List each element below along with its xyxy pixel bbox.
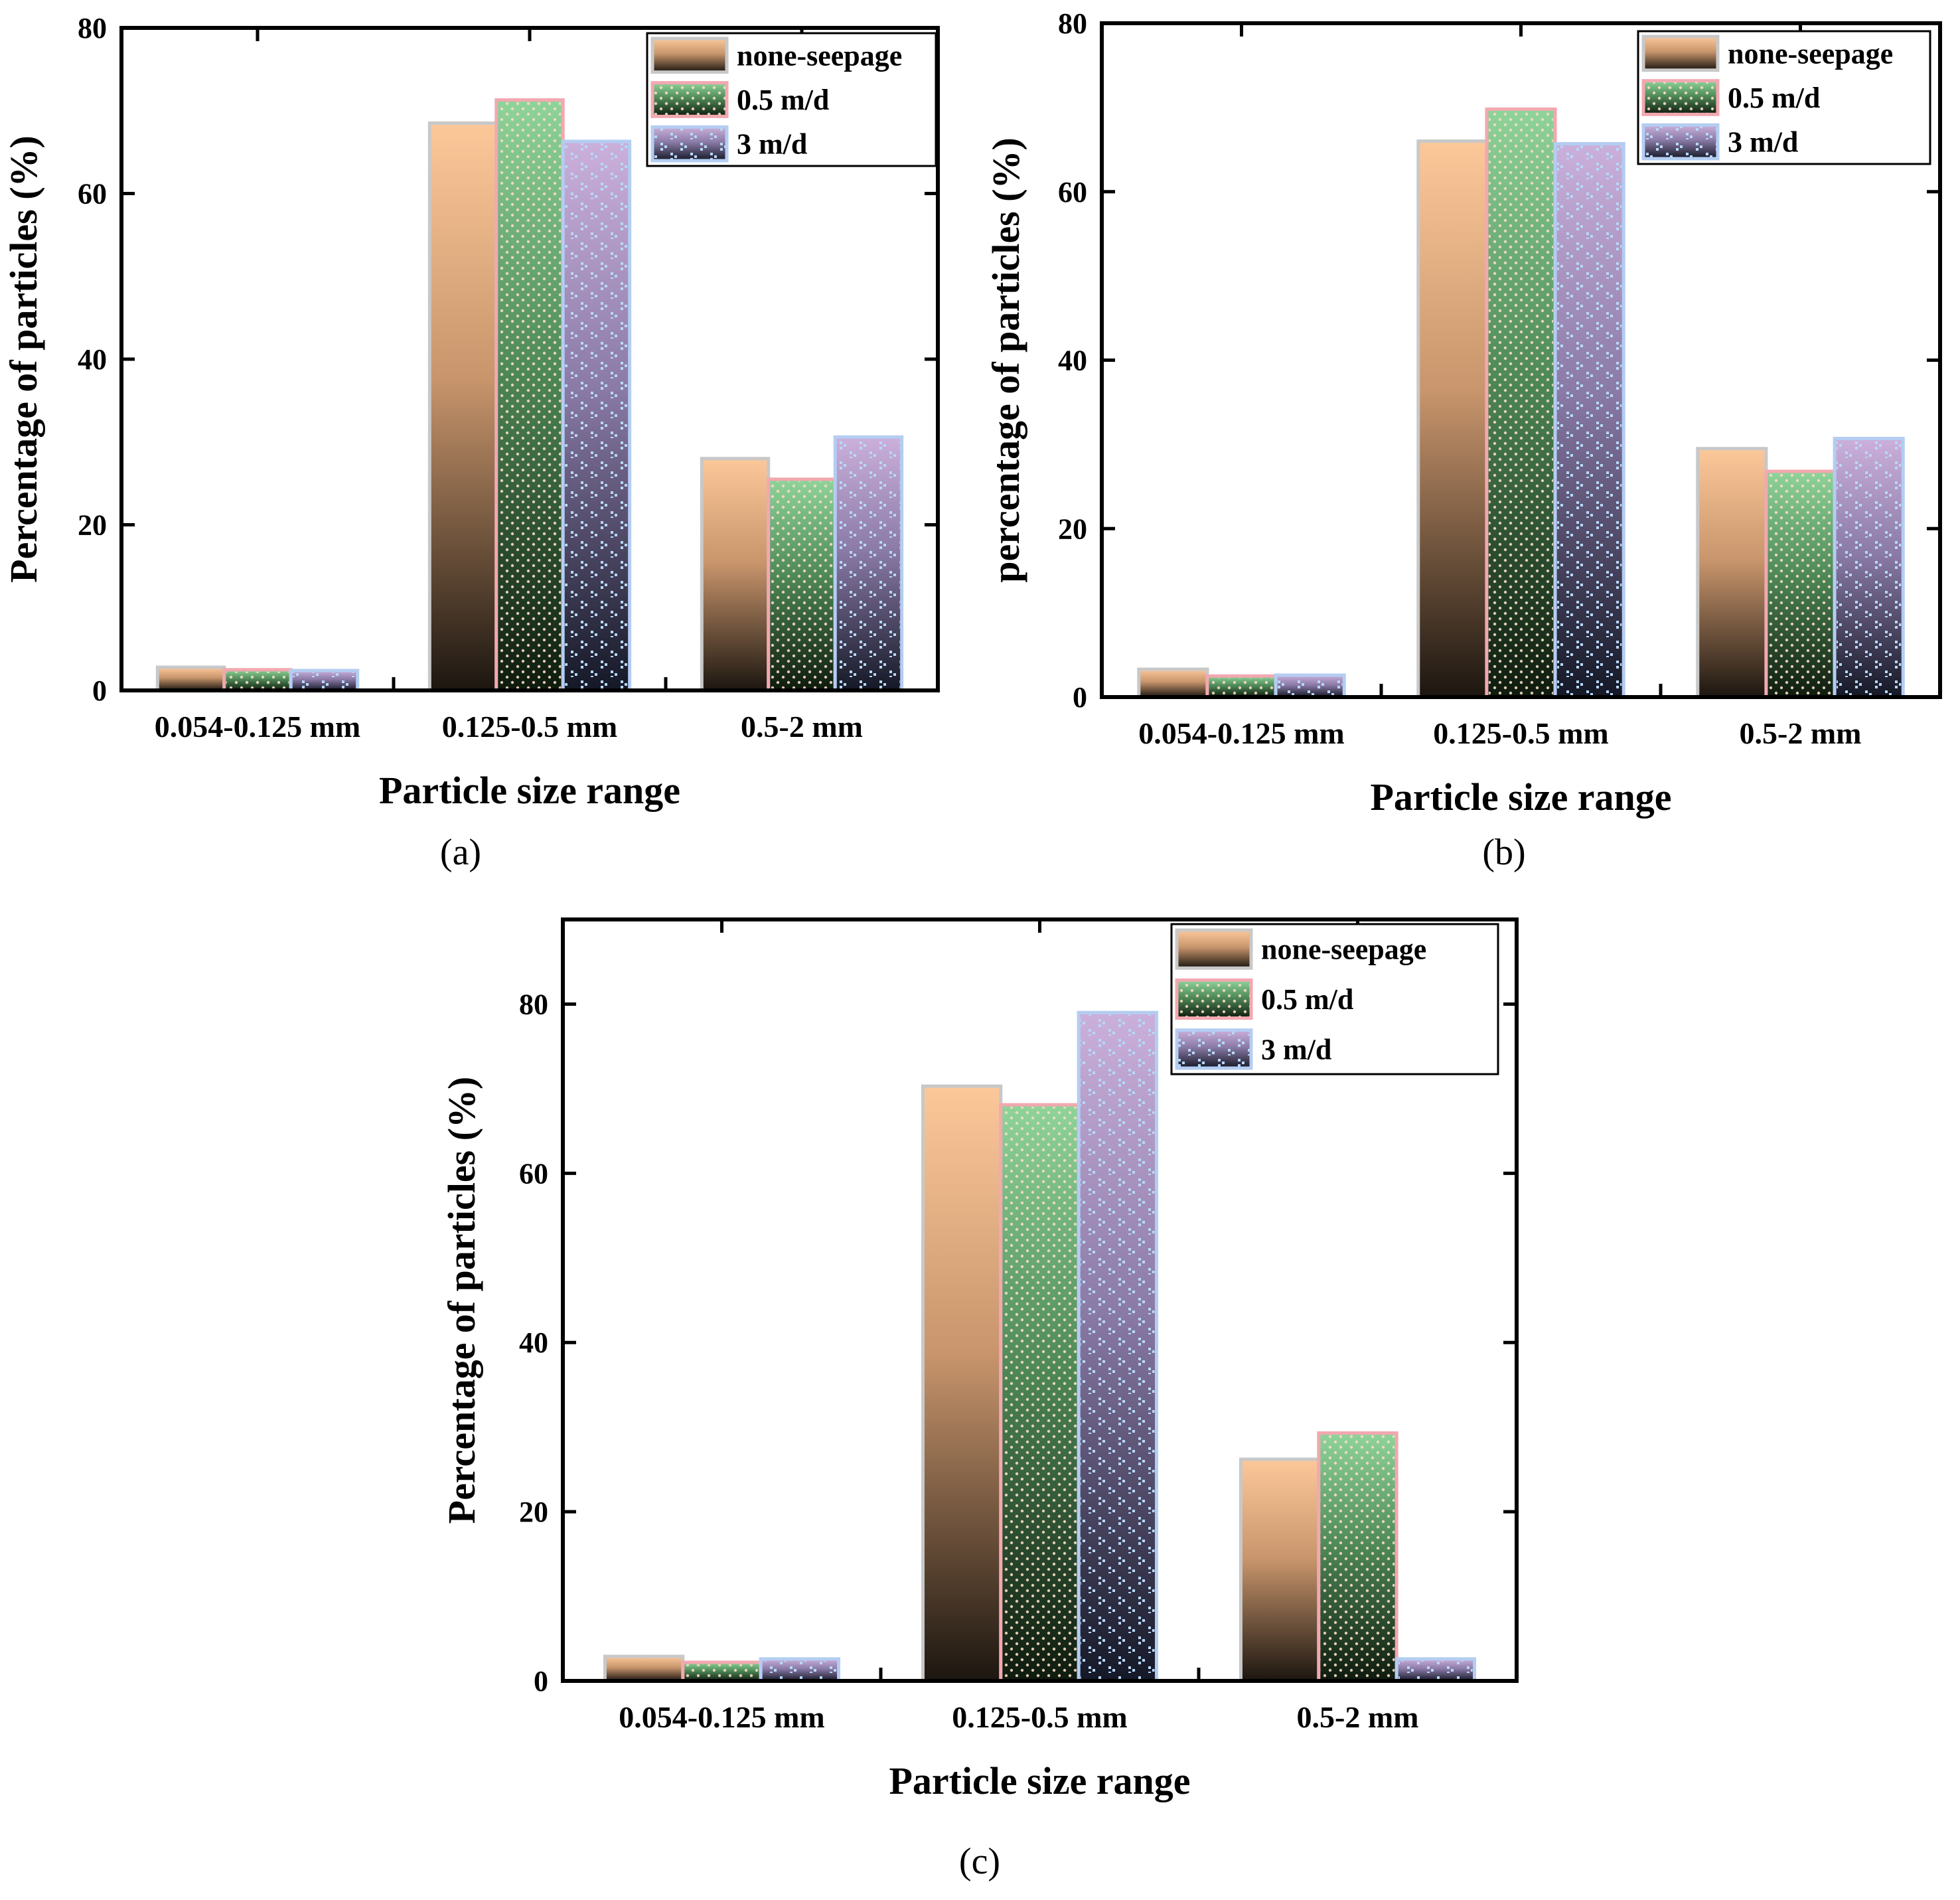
legend-label-m05: 0.5 m/d — [1728, 82, 1820, 114]
bar-none-1 — [155, 665, 226, 692]
bar-pattern-m05-3 — [1320, 1435, 1395, 1679]
panel-label: (a) — [440, 832, 481, 873]
x-category-label: 0.125-0.5 mm — [1433, 716, 1608, 750]
x-category-label: 0.054-0.125 mm — [619, 1700, 824, 1734]
legend-swatch-pattern-m3 — [654, 128, 725, 159]
bar-pattern-m05-2 — [1488, 111, 1554, 696]
legend-swatch-pattern-m3 — [1645, 126, 1716, 157]
chart-panel-c: 0 20 40 60 80 0.054-0.125 mm 0.125-0.5 mm 0.5-2… — [440, 917, 1519, 1882]
y-tick-label: 40 — [519, 1326, 548, 1359]
bar-pattern-m3-3 — [1398, 1660, 1473, 1679]
y-tick-label: 60 — [1058, 176, 1087, 208]
bar-none-2 — [921, 1084, 1003, 1683]
bar-pattern-m3-1 — [1278, 677, 1343, 695]
chart-panel-a: 0 20 40 60 80 0.054-0.125 mm 0.125-0.5 mm 0.5-2… — [2, 12, 940, 873]
y-axis-title: percentage of particles (%) — [984, 137, 1027, 583]
y-tick-label: 80 — [1058, 7, 1087, 40]
bar-none-2 — [1416, 139, 1489, 699]
legend: none-seepage 0.5 m/d 3 m/d — [1637, 30, 1931, 165]
legend-label-none: none-seepage — [737, 39, 902, 72]
y-axis-title: Percentage of particles (%) — [2, 135, 45, 583]
bar-pattern-m3-2 — [1081, 1014, 1155, 1679]
bar-pattern-m3-3 — [837, 439, 900, 688]
y-tick-label: 20 — [78, 509, 107, 542]
legend-label-m05: 0.5 m/d — [1261, 983, 1353, 1016]
x-category-label: 0.5-2 mm — [741, 710, 863, 744]
bar-pattern-m05-1 — [1209, 678, 1274, 695]
chart-panel-b: 0 20 40 60 80 0.054-0.125 mm 0.125-0.5 mm 0.5-2… — [984, 7, 1942, 873]
panel-label: (b) — [1482, 832, 1525, 873]
bar-none-2 — [427, 121, 498, 692]
legend-swatch-none — [1641, 35, 1720, 72]
bar-none-3 — [1239, 1457, 1321, 1683]
bar-pattern-m05-1 — [226, 671, 289, 688]
legend-swatch-pattern-m05 — [654, 84, 725, 116]
bar-pattern-m3-2 — [1557, 145, 1622, 695]
x-axis-title: Particle size range — [379, 769, 680, 812]
y-axis-title: Percentage of particles (%) — [440, 1077, 483, 1524]
bar-pattern-m05-3 — [1768, 473, 1833, 695]
bar-none-1 — [603, 1654, 685, 1683]
y-tick-label: 20 — [519, 1496, 548, 1528]
legend-label-none: none-seepage — [1728, 37, 1893, 70]
bar-none-3 — [700, 457, 771, 692]
legend-label-m3: 3 m/d — [737, 128, 807, 161]
x-axis-title: Particle size range — [1370, 775, 1671, 819]
y-tick-label: 80 — [78, 12, 107, 44]
y-tick-label: 0 — [92, 674, 107, 707]
legend: none-seepage 0.5 m/d 3 m/d — [1170, 923, 1499, 1075]
legend-label-m05: 0.5 m/d — [737, 84, 829, 116]
legend-label-m3: 3 m/d — [1261, 1033, 1331, 1066]
bar-pattern-m05-1 — [684, 1664, 759, 1679]
x-category-label: 0.5-2 mm — [1740, 716, 1862, 750]
y-tick-label: 80 — [519, 988, 548, 1020]
bar-pattern-m05-2 — [498, 102, 562, 689]
x-axis-title: Particle size range — [889, 1759, 1190, 1802]
panel-label: (c) — [959, 1841, 1000, 1882]
y-tick-label: 60 — [78, 178, 107, 210]
x-category-label: 0.125-0.5 mm — [952, 1700, 1127, 1734]
legend-swatch-pattern-m05 — [1178, 981, 1250, 1017]
bar-pattern-m3-2 — [565, 143, 628, 689]
y-tick-label: 0 — [534, 1665, 548, 1698]
x-category-label: 0.054-0.125 mm — [1138, 716, 1344, 750]
bar-pattern-m3-3 — [1837, 440, 1902, 695]
x-category-label: 0.125-0.5 mm — [442, 710, 617, 744]
y-tick-label: 40 — [78, 343, 107, 376]
legend-swatch-none — [650, 37, 729, 74]
y-tick-label: 60 — [519, 1157, 548, 1190]
legend-swatch-pattern-m3 — [1178, 1031, 1250, 1067]
bar-pattern-m3-1 — [763, 1660, 837, 1679]
bar-none-3 — [1696, 447, 1768, 699]
legend: none-seepage 0.5 m/d 3 m/d — [646, 32, 937, 167]
x-category-label: 0.054-0.125 mm — [155, 710, 360, 744]
legend-label-none: none-seepage — [1261, 933, 1426, 966]
legend-swatch-pattern-m05 — [1645, 82, 1716, 114]
bar-none-1 — [1137, 667, 1209, 699]
legend-swatch-none — [1175, 928, 1253, 970]
legend-label-m3: 3 m/d — [1728, 126, 1798, 159]
y-tick-label: 20 — [1058, 513, 1087, 545]
y-tick-label: 0 — [1073, 681, 1087, 714]
y-tick-label: 40 — [1058, 345, 1087, 377]
bar-pattern-m3-1 — [293, 673, 356, 688]
bar-pattern-m05-2 — [1002, 1107, 1077, 1679]
bar-pattern-m05-3 — [770, 481, 834, 688]
x-category-label: 0.5-2 mm — [1297, 1700, 1419, 1734]
